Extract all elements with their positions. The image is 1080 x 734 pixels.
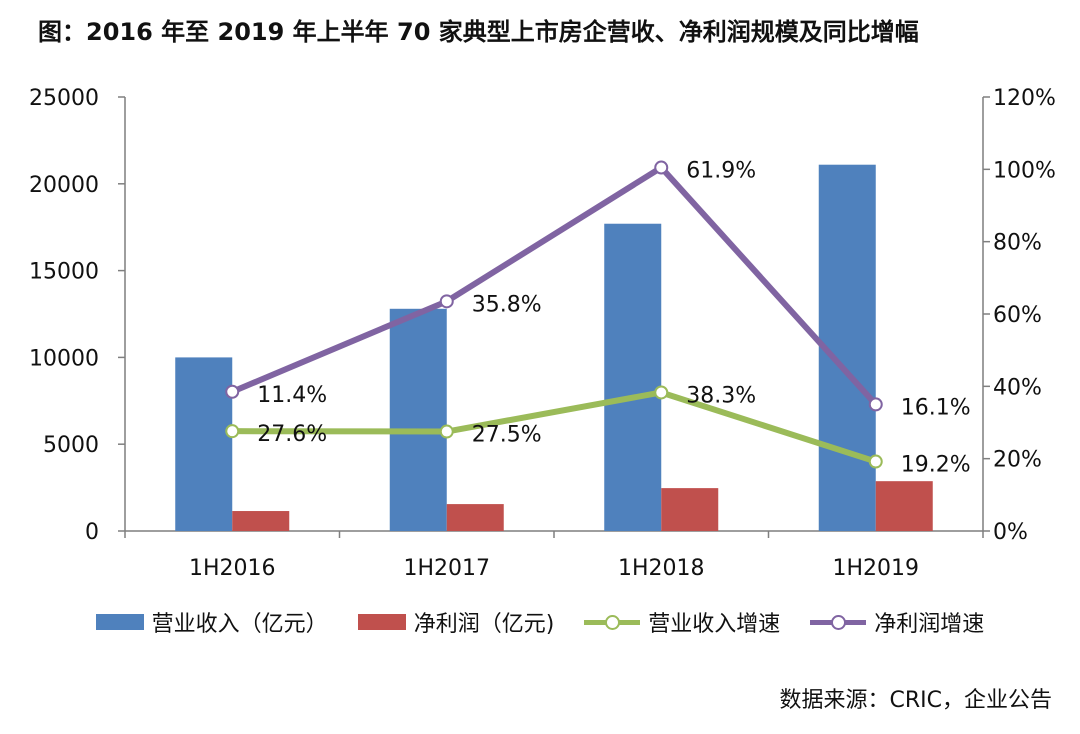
y-right-tick-label: 20% <box>993 448 1042 473</box>
legend-swatch-profit_growth <box>810 611 867 633</box>
legend-label: 净利润（亿元) <box>413 612 555 637</box>
y-left-tick-label: 5000 <box>43 433 99 458</box>
chart-data-labels: 27.6% 27.5% 38.3% 19.2% 11.4% 35.8% 61.9% 16.1% <box>257 159 970 478</box>
chart-lines <box>225 160 883 469</box>
profit_growth-point <box>654 160 669 175</box>
legend-item-revenue_growth: 营业收入增速 <box>584 606 780 638</box>
legend-label: 营业收入增速 <box>648 612 781 637</box>
revenue-bar <box>604 223 662 531</box>
profit-bar <box>446 504 504 531</box>
y-right-tick-label: 80% <box>993 231 1042 256</box>
legend-item-profit: 净利润（亿元) <box>357 606 555 638</box>
y-right-tick-label: 120% <box>993 86 1056 111</box>
legend-swatch-revenue <box>95 614 144 630</box>
profit-bar <box>661 488 719 531</box>
chart-legend: 营业收入（亿元） 净利润（亿元) 营业收入增速 净利润增速 <box>0 606 1080 638</box>
revenue_growth-point <box>654 385 669 400</box>
legend-swatch-revenue_growth <box>584 611 641 633</box>
y-left-tick-label: 15000 <box>29 260 99 285</box>
x-tick-label: 1H2019 <box>832 556 919 581</box>
profit-bar <box>232 511 290 531</box>
legend-label: 净利润增速 <box>874 612 985 637</box>
revenue_growth-data-label: 27.5% <box>472 423 542 448</box>
y-right-tick-label: 0% <box>993 520 1028 545</box>
profit_growth-point <box>439 294 454 309</box>
profit_growth-point <box>868 397 883 412</box>
y-left-tick-label: 10000 <box>29 346 99 371</box>
revenue_growth-line <box>232 389 877 465</box>
y-right-tick-label: 100% <box>993 158 1056 183</box>
chart-canvas: 0 5000 10000 15000 20000 25000 0% 20% 40% 60% 80% 1… <box>29 86 1056 581</box>
legend-item-revenue: 营业收入（亿元） <box>95 606 328 638</box>
revenue_growth-data-label: 27.6% <box>257 422 327 447</box>
y-left-tick-label: 20000 <box>29 173 99 198</box>
revenue_growth-point <box>868 454 883 469</box>
profit_growth-line <box>231 164 878 407</box>
x-tick-label: 1H2016 <box>189 556 276 581</box>
revenue-bar <box>175 357 233 531</box>
profit_growth-data-label: 11.4% <box>257 383 327 408</box>
revenue_growth-point <box>225 424 240 439</box>
legend-label: 营业收入（亿元） <box>151 612 328 637</box>
profit_growth-data-label: 61.9% <box>686 159 756 184</box>
revenue_growth-point <box>439 424 454 439</box>
x-tick-label: 1H2018 <box>618 556 705 581</box>
y-left-tick-label: 25000 <box>29 86 99 111</box>
profit-bar <box>875 481 933 531</box>
revenue_growth-data-label: 19.2% <box>901 453 971 478</box>
x-tick-label: 1H2017 <box>403 556 490 581</box>
revenue-bar <box>389 308 447 531</box>
legend-item-profit_growth: 净利润增速 <box>810 606 984 638</box>
profit_growth-point <box>225 384 240 399</box>
chart-bars <box>175 164 933 532</box>
source-note: 数据来源：CRIC，企业公告 <box>779 688 1053 713</box>
revenue_growth-data-label: 38.3% <box>686 383 756 408</box>
y-right-tick-label: 60% <box>993 303 1042 328</box>
profit_growth-data-label: 35.8% <box>472 292 542 317</box>
chart-title: 图：2016 年至 2019 年上半年 70 家典型上市房企营收、净利润规模及同… <box>38 18 919 46</box>
profit_growth-data-label: 16.1% <box>901 395 971 420</box>
y-right-tick-label: 40% <box>993 375 1042 400</box>
y-left-tick-label: 0 <box>85 520 99 545</box>
legend-swatch-profit <box>357 614 406 630</box>
